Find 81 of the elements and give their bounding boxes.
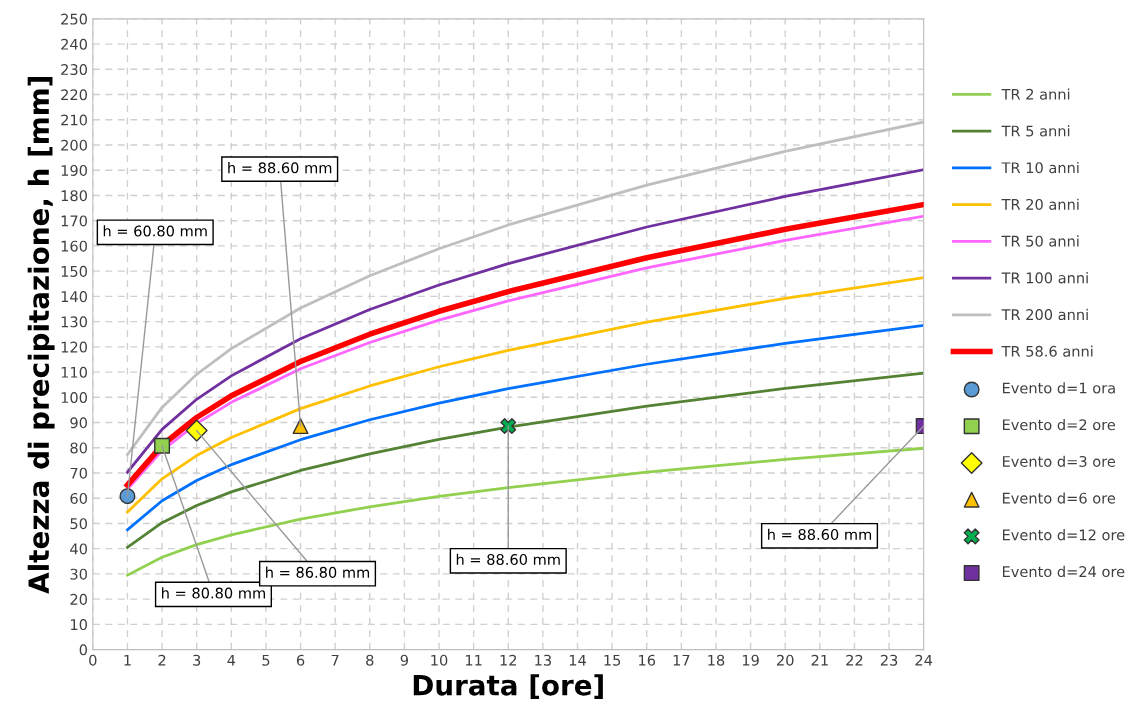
line-series [126,371,924,549]
x-tick-label: 4 [227,654,236,666]
x-tick-label: 5 [262,654,270,666]
legend-label: Evento d=3 ore [1002,455,1116,467]
legend-label: TR 20 anni [1001,198,1079,210]
x-tick-label: 17 [673,654,690,666]
y-tick-label: 210 [61,114,87,126]
annotation: h = 88.60 mm [456,553,560,566]
legend-label: TR 58.6 anni [1001,345,1093,357]
y-tick-label: 80 [70,442,87,454]
x-tick-label: 13 [535,654,551,666]
legend-label: Evento d=6 ore [1002,492,1116,504]
y-tick-label: 160 [61,240,87,252]
x-tick-label: 11 [465,654,482,666]
legend-label: Evento d=1 ora [1002,382,1115,394]
y-tick-label: 20 [70,593,87,605]
y-tick-label: 230 [61,64,87,76]
y-tick-label: 130 [61,316,87,328]
x-tick-label: 22 [846,654,863,666]
y-tick-label: 10 [71,619,87,631]
legend-label: TR 100 anni [1001,272,1088,284]
y-tick-label: 60 [70,492,87,504]
x-tick-label: 3 [193,654,201,666]
y-tick-label: 240 [61,38,87,50]
y-tick-label: 200 [61,139,87,151]
x-tick-label: 23 [880,654,898,666]
legend-label: Evento d=24 ore [1002,565,1125,578]
x-tick-label: 21 [811,654,828,666]
x-tick-label: 18 [708,654,725,666]
x-tick-label: 1 [124,654,131,666]
legend-label: TR 5 anni [1001,125,1070,137]
y-tick-label: 100 [61,392,87,404]
point [185,419,208,442]
y-tick-label: 140 [61,291,87,303]
x-tick-label: 12 [500,654,517,666]
legend-label: Evento d=2 ore [1002,418,1116,431]
x-axis-title: Durata [ore] [413,674,603,699]
line-series [126,446,924,577]
y-tick-label: 150 [61,265,87,277]
annotation: h = 88.60 mm [228,162,332,174]
x-tick-label: 2 [158,654,166,666]
annotation: h = 88.60 mm [768,528,872,541]
y-tick-label: 0 [79,644,87,656]
y-tick-label: 90 [70,417,87,429]
annotation: h = 86.80 mm [266,566,370,578]
y-tick-label: 40 [70,543,87,555]
y-tick-label: 30 [70,568,87,580]
y-tick-label: 70 [70,467,87,479]
y-tick-label: 190 [61,164,87,176]
x-tick-label: 15 [604,654,621,666]
annotation: h = 60.80 mm [103,225,207,237]
y-axis-title: Altezza di precipitazione, h [mm] [27,77,55,594]
legend-label: TR 10 anni [1001,161,1079,174]
x-tick-label: 9 [400,654,409,666]
y-tick-label: 170 [61,215,87,227]
x-tick-label: 6 [296,654,305,666]
legend-label: TR 2 anni [1001,88,1070,100]
point [154,437,171,454]
x-tick-label: 10 [431,654,448,666]
legend-label: Evento d=12 ore [1002,529,1125,541]
line-series [126,276,924,514]
annotation: h = 80.80 mm [162,587,265,599]
y-tick-label: 180 [61,190,87,202]
x-tick-label: 24 [915,654,933,666]
y-tick-label: 220 [61,89,87,101]
y-tick-label: 110 [61,366,87,378]
x-tick-label: 8 [366,654,374,666]
x-tick-label: 20 [776,654,794,666]
point [500,418,517,435]
point [119,488,136,505]
x-tick-label: 14 [569,654,586,666]
y-tick-label: 120 [61,341,87,353]
legend-label: TR 50 anni [1001,235,1079,247]
point [292,418,309,435]
x-tick-label: 16 [639,654,656,666]
y-tick-label: 50 [70,518,87,530]
x-tick-label: 0 [89,654,97,666]
x-tick-label: 19 [742,654,759,666]
x-tick-label: 7 [331,654,339,666]
legend-label: TR 200 anni [1001,308,1088,321]
y-tick-label: 250 [61,13,87,25]
